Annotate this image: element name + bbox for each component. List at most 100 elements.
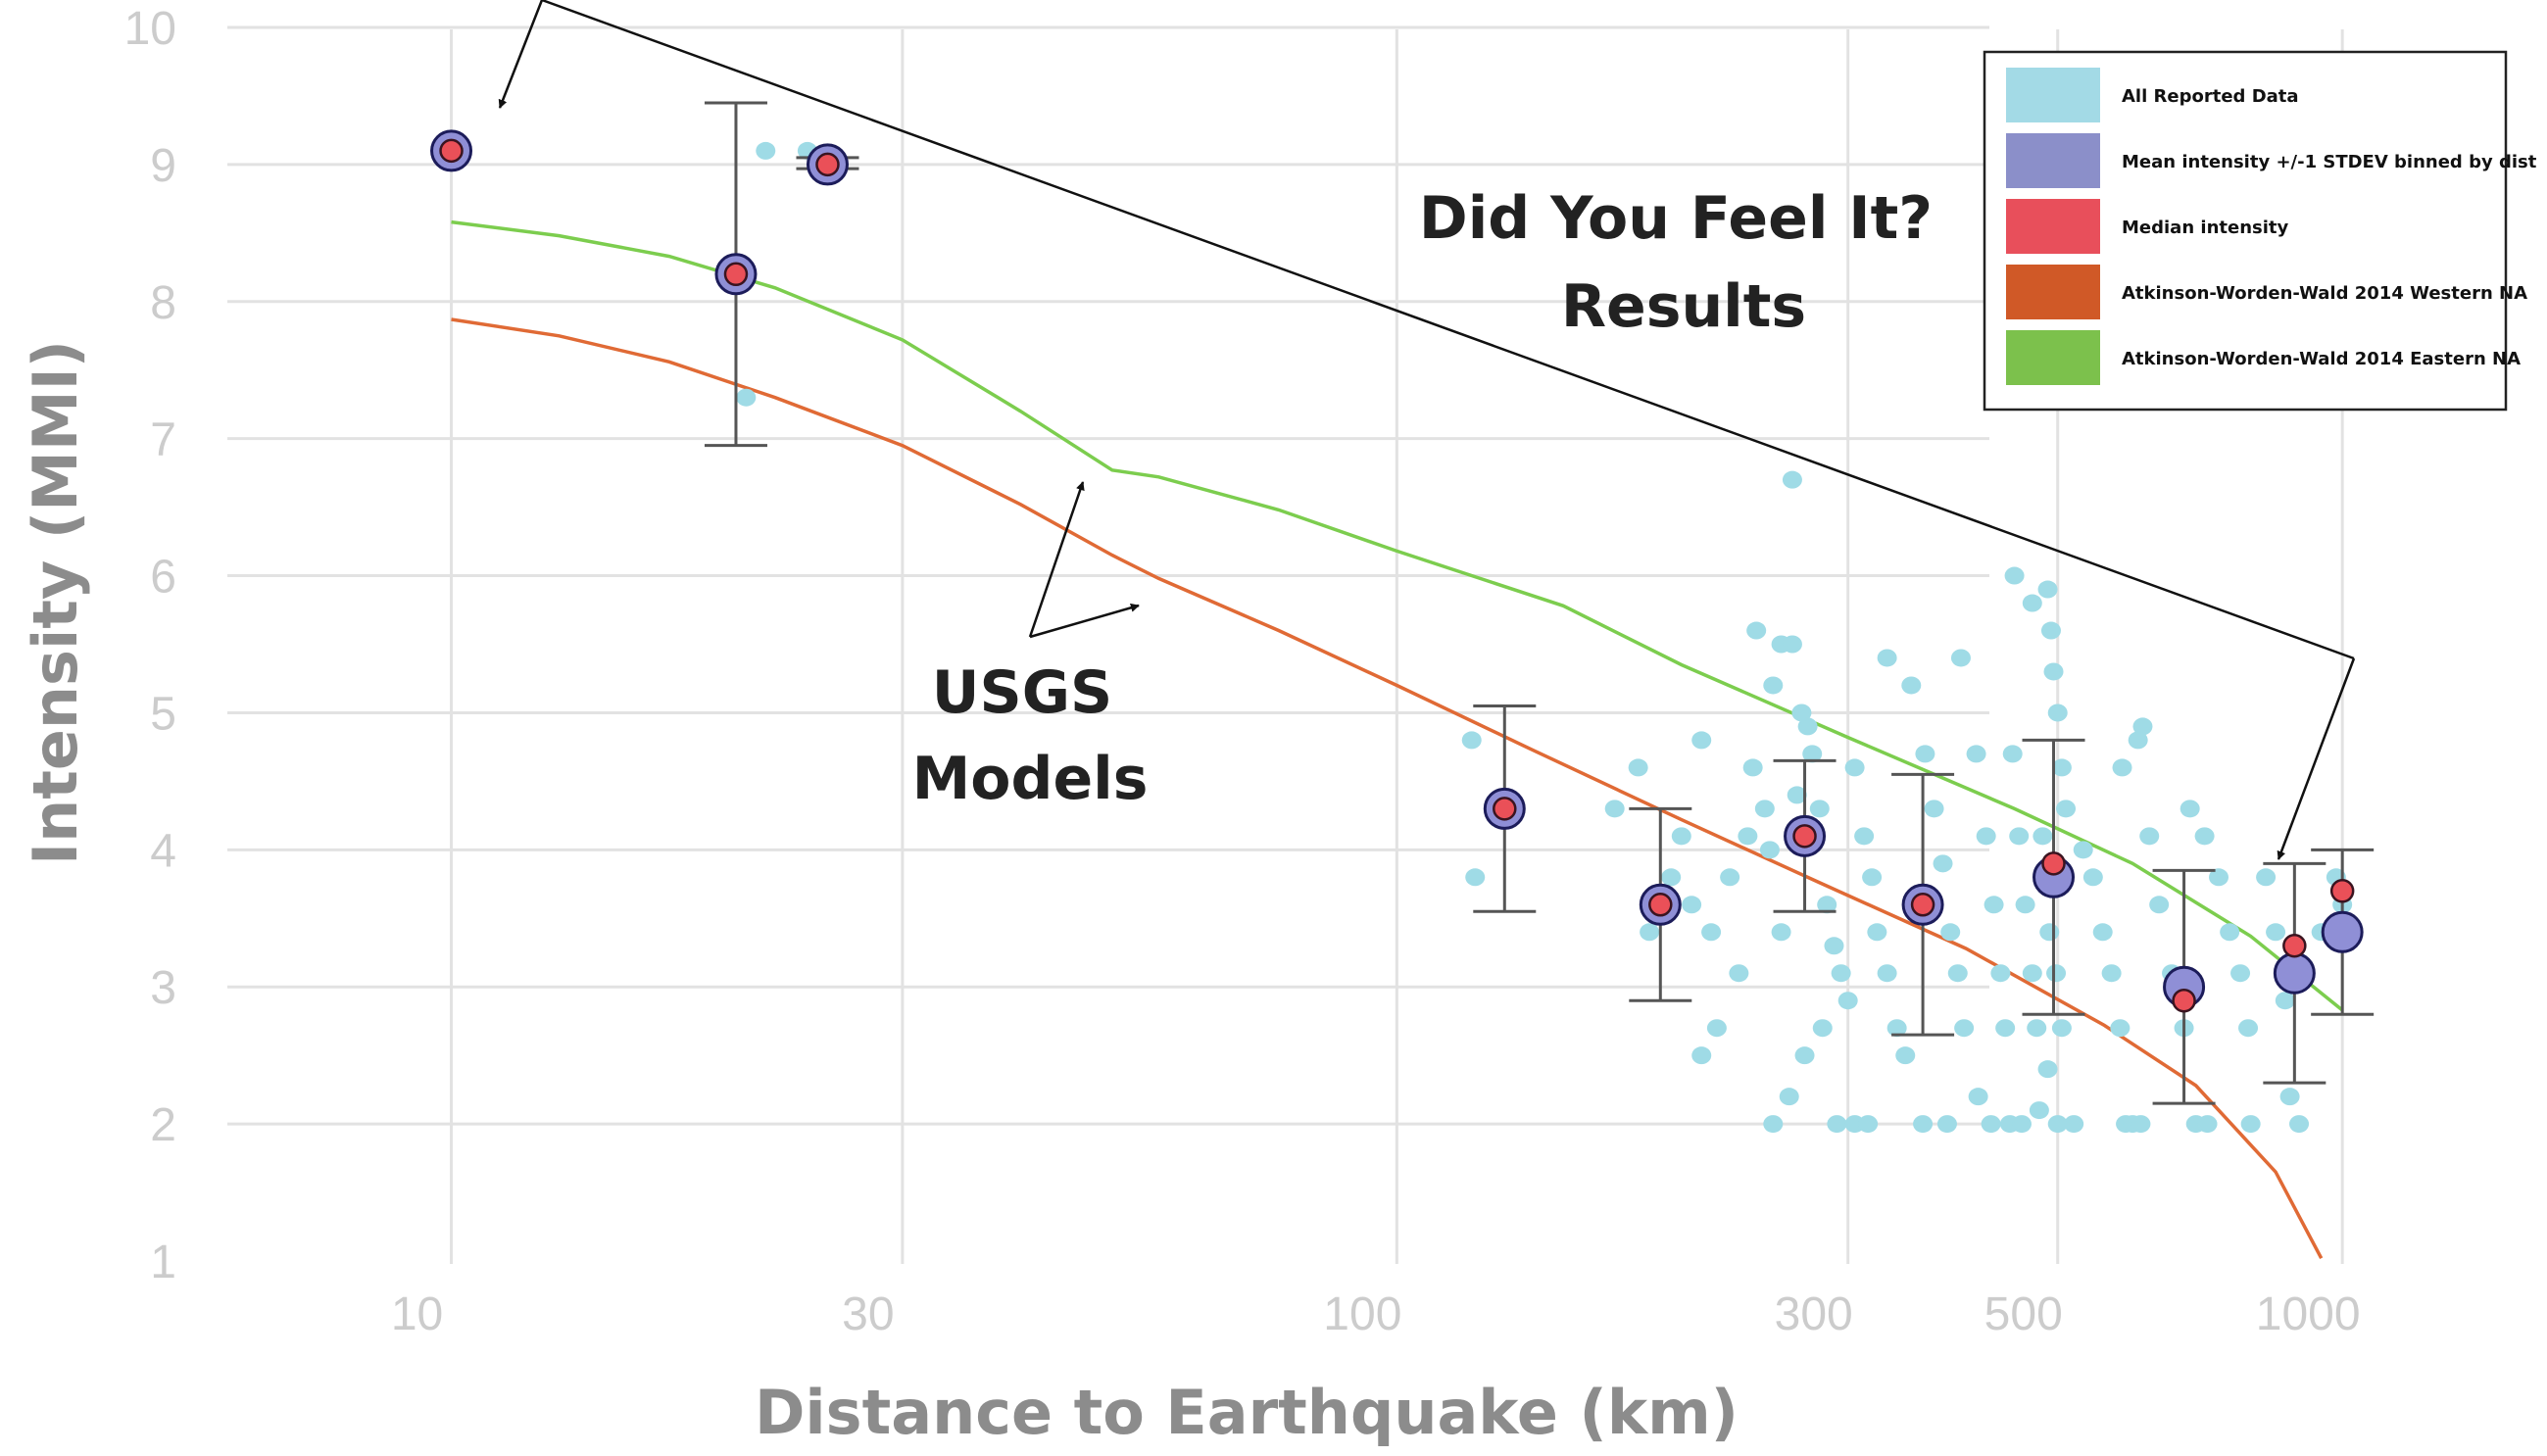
dyfi-label-line1: Did You Feel It? (1419, 184, 1933, 253)
reported-point (1787, 786, 1807, 804)
usgs-label-line1: USGS (932, 658, 1112, 727)
reported-point (2022, 964, 2042, 983)
usgs-label-line2: Models (912, 745, 1149, 813)
reported-point (1782, 635, 1802, 654)
reported-point (2230, 964, 2251, 983)
reported-point (1763, 1115, 1784, 1134)
reported-point (1913, 1115, 1934, 1134)
reported-point (1791, 704, 1812, 722)
reported-point (2073, 841, 2093, 859)
median-marker (815, 152, 840, 177)
median-marker (723, 262, 749, 287)
x-axis-ticks: 10 30 100 300 500 1000 (391, 1288, 2361, 1340)
reported-point (2194, 827, 2215, 846)
reported-point (1465, 868, 1486, 887)
stdev-error-bars (704, 101, 2375, 1105)
dyfi-label-line2: Results (1561, 272, 1806, 341)
mean-marker (2273, 951, 2316, 995)
reported-point (2139, 827, 2160, 846)
reported-point (1901, 676, 1922, 695)
reported-point (2027, 1019, 2047, 1038)
reported-point (2082, 868, 2103, 887)
y-tick-label-2: 2 (150, 1099, 176, 1151)
reported-point (2047, 704, 2068, 722)
x-tick-label-100: 100 (1323, 1288, 1401, 1340)
usgs-arrow-western (1029, 603, 1140, 639)
reported-point (2015, 896, 2035, 914)
reported-point (2039, 923, 2060, 942)
reported-point (1742, 758, 1763, 777)
legend-swatch-eastern (2006, 330, 2100, 385)
reported-point (736, 388, 757, 407)
reported-point (2056, 800, 2077, 818)
reported-point (2011, 1115, 2032, 1134)
reported-point (1671, 827, 1691, 846)
reported-point (2004, 566, 2025, 585)
reported-point (2266, 923, 2286, 942)
x-tick-label-500: 500 (1984, 1288, 2063, 1340)
reported-point (1844, 758, 1865, 777)
reported-point (2240, 1115, 2261, 1134)
reported-point (2238, 1019, 2259, 1038)
legend-swatch-all-reported (2006, 68, 2100, 122)
reported-point (2043, 662, 2064, 681)
reported-point (1831, 964, 1851, 983)
median-marker (2329, 879, 2355, 903)
median-marker (2282, 934, 2307, 958)
reported-point (1950, 649, 1971, 667)
legend-label-all-reported: All Reported Data (2122, 86, 2299, 107)
y-axis-ticks: 1 2 3 4 5 6 7 8 9 10 (124, 3, 176, 1288)
median-marker (1648, 893, 1673, 917)
legend-label-western: Atkinson-Worden-Wald 2014 Western NA (2122, 283, 2527, 304)
mean-marker (2321, 910, 2364, 953)
reported-point (2180, 800, 2200, 818)
reported-point (2209, 868, 2229, 887)
reported-point (1771, 923, 1791, 942)
x-tick-label-300: 300 (1775, 1288, 1853, 1340)
y-tick-label-5: 5 (150, 688, 176, 740)
reported-point (1915, 745, 1935, 763)
reported-point (1802, 745, 1823, 763)
x-axis-title: Distance to Earthquake (km) (755, 1377, 1739, 1448)
legend-label-eastern: Atkinson-Worden-Wald 2014 Eastern NA (2122, 349, 2521, 369)
reported-point (1824, 937, 1844, 955)
dyfi-arrow-right (2277, 657, 2356, 860)
median-marker (2172, 988, 2196, 1013)
reported-point (1895, 1046, 1916, 1065)
reported-point (1966, 745, 1986, 763)
reported-point (2051, 1019, 2072, 1038)
reported-point (1738, 827, 1758, 846)
reported-point (1661, 868, 1682, 887)
reported-point (1924, 800, 1944, 818)
reported-point (2149, 896, 2170, 914)
reported-point (2040, 621, 2061, 640)
reported-point (2002, 745, 2023, 763)
reported-point (1862, 868, 1883, 887)
reported-point (1604, 800, 1625, 818)
reported-point (1809, 800, 1830, 818)
reported-point (2279, 1088, 2300, 1106)
reported-point (1933, 854, 1953, 873)
median-markers (439, 138, 2355, 1013)
reported-point (2009, 827, 2030, 846)
dyfi-arrow-connector (541, 0, 2355, 660)
median-marker (1792, 824, 1817, 849)
y-tick-label-7: 7 (150, 414, 176, 466)
reported-point (1947, 964, 1968, 983)
legend-swatch-mean (2006, 133, 2100, 188)
y-tick-label-1: 1 (150, 1237, 176, 1288)
reported-point (1754, 800, 1775, 818)
reported-point (1759, 841, 1780, 859)
y-tick-label-6: 6 (150, 552, 176, 604)
reported-point (1877, 964, 1897, 983)
legend-label-mean: Mean intensity +/-1 STDEV binned by dist (2122, 152, 2537, 172)
reported-point (1640, 923, 1660, 942)
reported-point (2037, 580, 2058, 599)
reported-point (2289, 1115, 2310, 1134)
median-marker (439, 138, 464, 164)
reported-point (756, 141, 776, 160)
reported-point (1746, 621, 1767, 640)
reported-point (1729, 964, 1749, 983)
median-marker (1493, 797, 1517, 821)
